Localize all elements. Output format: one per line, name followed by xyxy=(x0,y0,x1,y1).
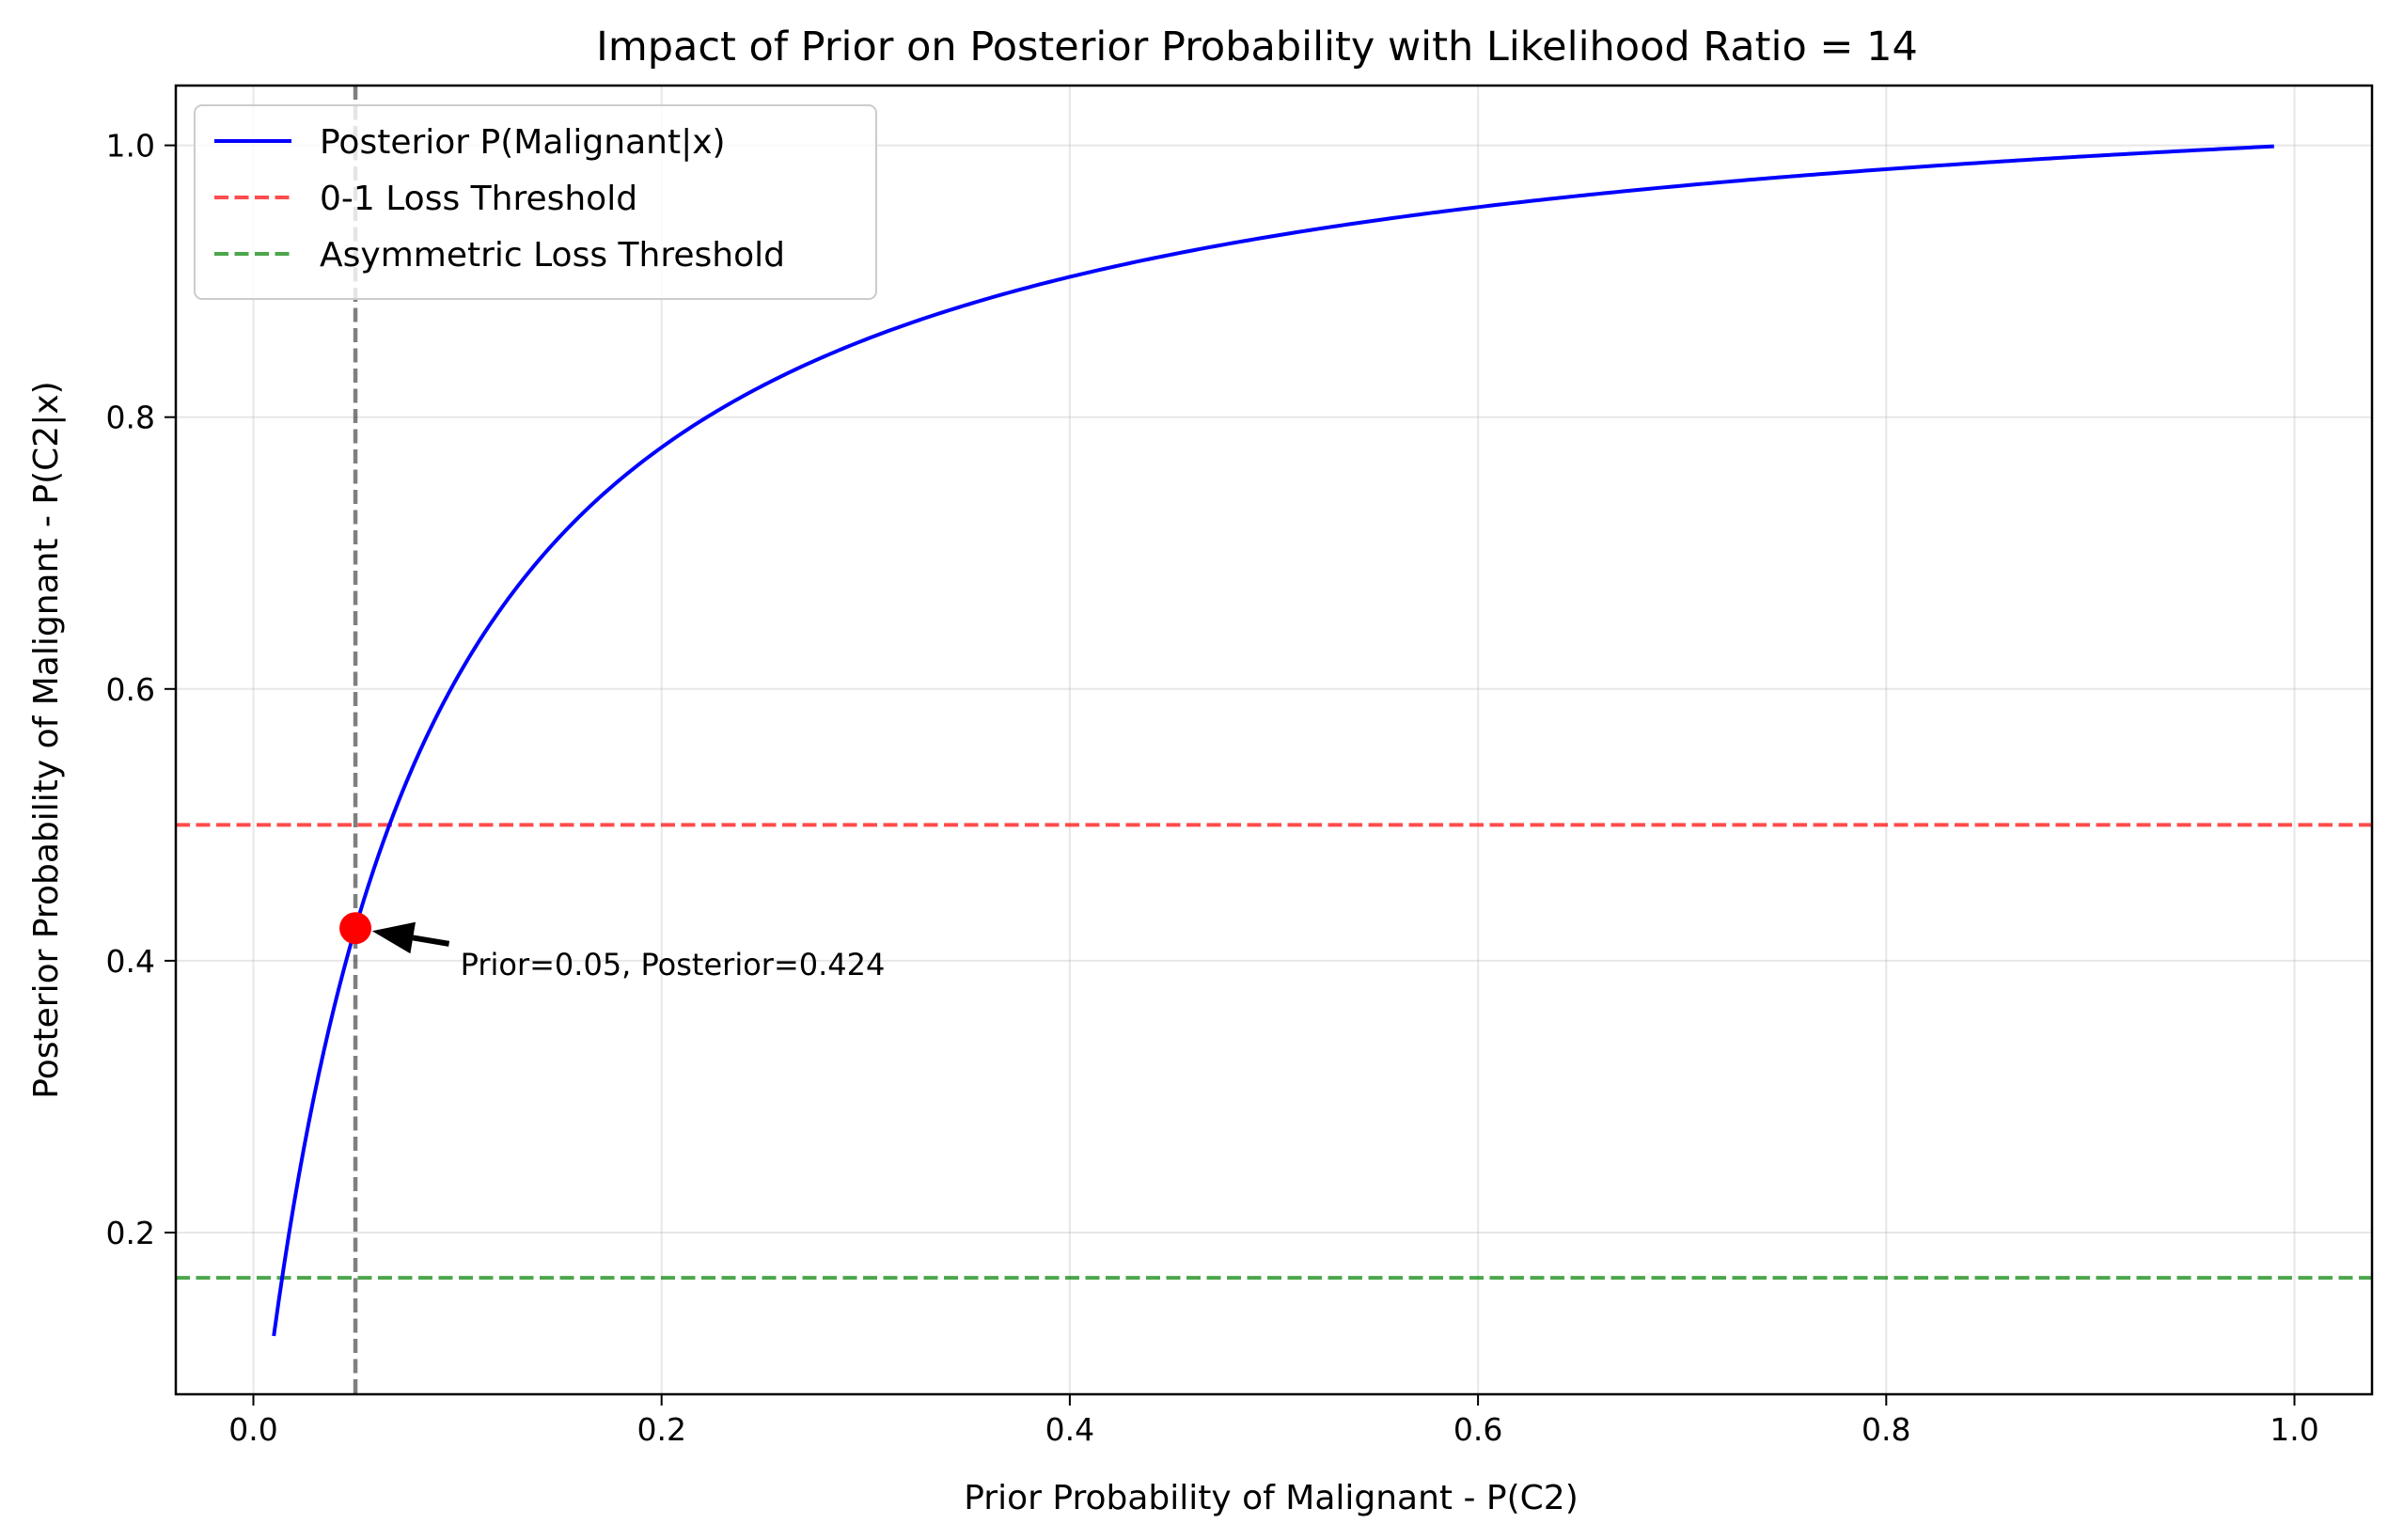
chart-title: Impact of Prior on Posterior Probability… xyxy=(596,24,1918,71)
y-tick-label: 0.8 xyxy=(106,400,155,436)
y-tick-label: 1.0 xyxy=(106,128,155,165)
highlight-point xyxy=(339,912,372,945)
axes-frame xyxy=(174,84,2374,1396)
plot-clip-group xyxy=(176,86,2372,1394)
legend-entry-01-loss-label: 0-1 Loss Threshold xyxy=(320,180,637,218)
y-tick-label: 0.6 xyxy=(106,671,155,708)
x-tick-label: 0.4 xyxy=(1045,1411,1094,1448)
x-tick-label: 1.0 xyxy=(2270,1411,2318,1448)
legend-entry-posterior-label: Posterior P(Malignant|x) xyxy=(320,123,726,162)
legend: Posterior P(Malignant|x) 0-1 Loss Thresho… xyxy=(194,104,877,300)
annotation-label: Prior=0.05, Posterior=0.424 xyxy=(461,947,886,982)
legend-entry-asymmetric-loss-label: Asymmetric Loss Threshold xyxy=(320,236,785,275)
x-tick-label: 0.2 xyxy=(636,1411,685,1448)
x-tick-label: 0.0 xyxy=(228,1411,277,1448)
series-line-posterior xyxy=(272,144,2274,1337)
legend-box xyxy=(194,104,877,300)
annotation-arrow-head xyxy=(371,921,416,954)
x-axis-label: Prior Probability of Malignant - P(C2) xyxy=(964,1479,1579,1517)
x-tick-label: 0.8 xyxy=(1862,1411,1910,1448)
x-tick-label: 0.6 xyxy=(1453,1411,1502,1448)
y-tick-label: 0.4 xyxy=(106,943,155,980)
y-tick-label: 0.2 xyxy=(106,1215,155,1251)
y-axis-label: Posterior Probability of Malignant - P(C… xyxy=(27,381,66,1098)
annotation-arrow-shaft xyxy=(412,935,450,947)
